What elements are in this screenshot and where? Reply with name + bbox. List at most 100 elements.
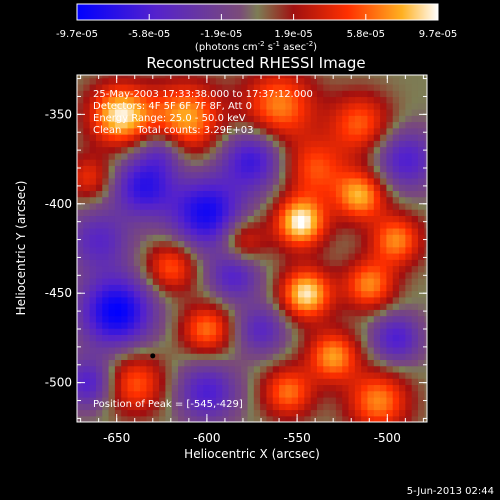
heatmap-cell (241, 365, 249, 373)
heatmap-cell (266, 215, 274, 223)
heatmap-cell (152, 134, 160, 141)
heatmap-cell (424, 403, 427, 411)
heatmap-cell (354, 409, 362, 417)
heatmap-cell (241, 227, 249, 235)
annotation-counts: Clean Total counts: 3.29E+03 (93, 125, 253, 136)
heatmap-cell (83, 403, 91, 411)
heatmap-cell (152, 96, 160, 104)
heatmap-cell (411, 321, 419, 329)
heatmap-cell (121, 265, 129, 273)
heatmap-cell (266, 334, 274, 342)
heatmap-cell (159, 134, 167, 141)
heatmap-cell (316, 390, 324, 398)
heatmap-cell (209, 159, 217, 166)
heatmap-cell (102, 77, 110, 85)
heatmap-cell (260, 303, 268, 310)
heatmap-cell (298, 140, 305, 148)
heatmap-cell (241, 359, 249, 367)
heatmap-cell (234, 415, 242, 422)
heatmap-cell (310, 346, 318, 354)
heatmap-cell (89, 371, 97, 379)
heatmap-cell (260, 83, 268, 91)
heatmap-cell (228, 303, 236, 310)
heatmap-cell (77, 340, 84, 348)
heatmap-cell (95, 121, 103, 129)
heatmap-cell (83, 96, 91, 104)
heatmap-cell (95, 390, 103, 398)
heatmap-cell (298, 102, 305, 110)
heatmap-cell (392, 171, 400, 179)
heatmap-cell (146, 371, 154, 379)
heatmap-cell (133, 202, 141, 210)
heatmap-cell (373, 265, 381, 273)
heatmap-cell (354, 334, 362, 342)
heatmap-cell (291, 371, 299, 379)
heatmap-cell (83, 359, 91, 367)
heatmap-cell (171, 315, 179, 323)
heatmap-cell (165, 121, 173, 129)
heatmap-cell (77, 359, 84, 367)
heatmap-cell (127, 121, 135, 129)
heatmap-cell (348, 159, 356, 166)
heatmap-cell (165, 171, 173, 179)
heatmap-cell (178, 409, 185, 417)
heatmap-cell (215, 127, 223, 135)
heatmap-cell (209, 409, 217, 417)
heatmap-cell (178, 321, 185, 329)
heatmap-cell (367, 415, 375, 422)
heatmap-cell (165, 77, 173, 85)
heatmap-cell (285, 165, 293, 173)
heatmap-cell (146, 278, 154, 285)
heatmap-cell (373, 152, 381, 160)
heatmap-cell (266, 121, 274, 129)
heatmap-cell (380, 371, 388, 379)
heatmap-cell (342, 309, 350, 317)
heatmap-cell (184, 353, 192, 360)
heatmap-cell (146, 196, 154, 204)
heatmap-cell (298, 190, 305, 198)
heatmap-cell (380, 184, 388, 191)
heatmap-cell (184, 190, 192, 198)
heatmap-cell (184, 159, 192, 166)
heatmap-cell (361, 234, 369, 242)
heatmap-cell (152, 140, 160, 148)
heatmap-cell (114, 77, 122, 85)
heatmap-cell (108, 328, 116, 335)
heatmap-cell (203, 290, 211, 298)
heatmap-cell (152, 77, 160, 85)
heatmap-cell (417, 278, 425, 285)
heatmap-cell (203, 303, 211, 310)
heatmap-cell (102, 102, 110, 110)
heatmap-cell (392, 140, 400, 148)
heatmap-cell (285, 96, 293, 104)
heatmap-cell (310, 353, 318, 360)
heatmap-cell (335, 127, 343, 135)
heatmap-cell (234, 371, 242, 379)
heatmap-cell (165, 165, 173, 173)
heatmap-cell (310, 271, 318, 279)
heatmap-cell (386, 240, 394, 248)
heatmap-cell (114, 346, 122, 354)
heatmap-cell (367, 371, 375, 379)
heatmap-cell (354, 303, 362, 310)
heatmap-cell (152, 152, 160, 160)
heatmap-cell (83, 365, 91, 373)
heatmap-cell (348, 303, 356, 310)
heatmap-cell (209, 334, 217, 342)
heatmap-cell (405, 171, 413, 179)
heatmap-cell (209, 303, 217, 310)
heatmap-cell (140, 83, 148, 91)
heatmap-cell (215, 240, 223, 248)
heatmap-cell (424, 196, 427, 204)
heatmap-cell (399, 196, 406, 204)
heatmap-cell (310, 259, 318, 267)
heatmap-cell (386, 265, 394, 273)
heatmap-cell (285, 146, 293, 154)
heatmap-cell (222, 202, 230, 210)
heatmap-cell (77, 102, 84, 110)
heatmap-cell (342, 96, 350, 104)
heatmap-cell (329, 184, 337, 191)
heatmap-cell (285, 271, 293, 279)
heatmap-cell (323, 102, 331, 110)
heatmap-cell (386, 96, 394, 104)
